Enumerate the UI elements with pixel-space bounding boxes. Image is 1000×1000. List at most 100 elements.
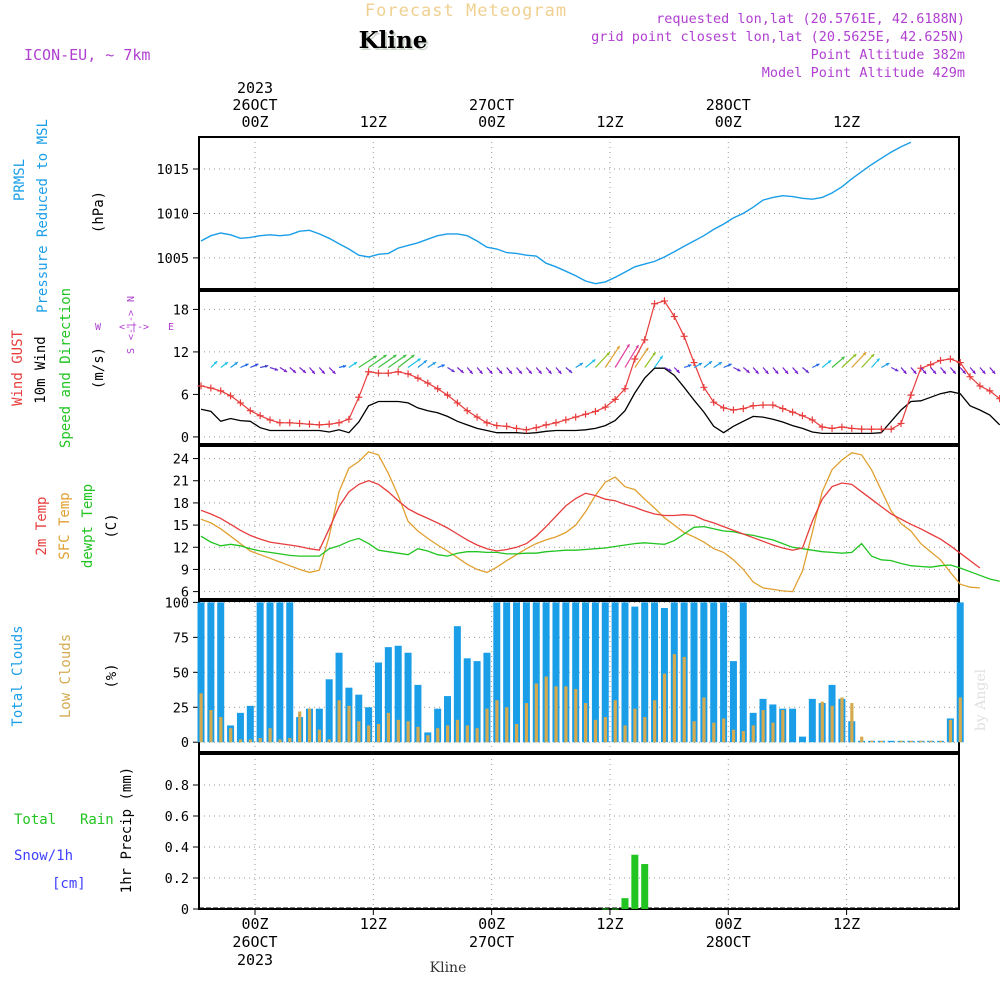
gust-marker bbox=[611, 395, 619, 403]
wind-arrow bbox=[683, 364, 692, 369]
wind-arrow-head bbox=[668, 368, 672, 372]
wind-arrow-head bbox=[432, 362, 436, 366]
gust-marker bbox=[236, 399, 244, 407]
wind-arrow-head bbox=[579, 363, 583, 367]
low-cloud-bar bbox=[199, 693, 203, 743]
time-label-bottom: 00Z bbox=[241, 915, 268, 933]
wind-dir-label: Speed and Direction bbox=[58, 288, 74, 448]
wind-compass: N S <-|-> W <-|-> E bbox=[95, 296, 174, 354]
gust-marker bbox=[522, 426, 530, 434]
total-cloud-bar bbox=[286, 602, 294, 743]
total-cloud-bar bbox=[562, 602, 570, 743]
wind-arrow bbox=[969, 367, 976, 375]
wind-arrow-head bbox=[383, 354, 387, 359]
low-cloud-bar bbox=[850, 703, 854, 743]
sfc-label: SFC Temp bbox=[57, 492, 73, 559]
wind-arrow-head bbox=[718, 362, 722, 366]
y-tick-label: 18 bbox=[173, 302, 189, 318]
wind-arrow-head bbox=[635, 345, 639, 349]
time-label-bottom: 12Z bbox=[360, 915, 387, 933]
wind-arrow-head bbox=[698, 363, 703, 366]
low-cloud-bar bbox=[544, 676, 548, 743]
panel-0: 1005 1010 1015 bbox=[156, 136, 960, 290]
low-cloud-bar bbox=[662, 673, 667, 743]
gust-marker bbox=[286, 419, 294, 427]
y-tick-label: 6 bbox=[181, 387, 189, 403]
time-label-top: 12Z bbox=[360, 113, 387, 131]
wind-arrow-head bbox=[775, 370, 779, 374]
low-cloud-bar bbox=[219, 717, 223, 743]
y-tick-label: 12 bbox=[173, 540, 189, 556]
total-cloud-bar bbox=[207, 602, 215, 743]
wind-arrow-head bbox=[626, 344, 630, 348]
gust-marker bbox=[907, 391, 915, 399]
wind-arrow-head bbox=[402, 354, 407, 359]
low-cloud-bar bbox=[741, 731, 745, 743]
wind-arrow-head bbox=[213, 361, 218, 365]
compass-we-arrows: <-|-> bbox=[119, 322, 149, 333]
y-tick-label: 21 bbox=[173, 474, 189, 490]
rain-bar bbox=[621, 898, 629, 909]
wind-arrow-head bbox=[489, 370, 493, 374]
dewpt-label: dewpt Temp bbox=[80, 484, 96, 568]
total-cloud-bar bbox=[335, 652, 343, 743]
rain-bar bbox=[611, 908, 619, 910]
panel-frame bbox=[198, 445, 960, 600]
wind-arrow-shaft bbox=[841, 353, 857, 368]
gust-line bbox=[200, 300, 1000, 431]
wind-arrow bbox=[496, 367, 503, 375]
y-tick-label: 25 bbox=[173, 700, 189, 716]
gust-marker bbox=[690, 359, 698, 367]
dewpt-line bbox=[200, 525, 1000, 582]
low-cloud-bar bbox=[702, 697, 706, 743]
wind-arrow bbox=[693, 362, 703, 369]
wind-arrow-shaft bbox=[604, 345, 621, 368]
wind-arrow-head bbox=[460, 369, 464, 373]
wind-arrow bbox=[299, 367, 307, 374]
gust-marker bbox=[680, 332, 688, 340]
y-tick-label: 12 bbox=[173, 345, 189, 361]
total-cloud-bar bbox=[631, 606, 639, 743]
low-cloud-bar bbox=[722, 718, 726, 743]
gust-marker bbox=[345, 415, 353, 423]
low-cloud-bar bbox=[278, 739, 282, 743]
wind-arrow-head bbox=[224, 362, 228, 366]
wind-arrow bbox=[378, 354, 397, 368]
total-cloud-bar bbox=[621, 602, 629, 743]
wind-arrow-head bbox=[913, 370, 917, 374]
gust-marker bbox=[749, 402, 757, 410]
wind-arrow bbox=[949, 367, 957, 375]
gust-marker bbox=[976, 382, 984, 390]
chart-panels: 1005 1010 1015 0 6 12 18 6 9 12 15 18 21 24 0 25 50 75 100… bbox=[156, 79, 1000, 969]
time-label-bottom: 26OCT bbox=[232, 933, 277, 951]
total-cloud-bar bbox=[197, 602, 205, 743]
wind-arrow bbox=[220, 361, 229, 368]
wind-arrow-shaft bbox=[624, 344, 639, 368]
wind-arrow-head bbox=[952, 370, 956, 374]
wind-arrow-head bbox=[451, 368, 455, 372]
wind-arrow-head bbox=[302, 369, 306, 373]
total-cloud-bar bbox=[384, 647, 392, 743]
wind-arrow bbox=[989, 367, 996, 375]
gust-marker bbox=[562, 416, 570, 424]
gust-marker bbox=[542, 421, 550, 429]
wind-arrow bbox=[871, 358, 881, 368]
wind-arrow bbox=[309, 367, 316, 375]
compass-e: E bbox=[168, 322, 174, 333]
wind-arrow-head bbox=[606, 352, 610, 356]
gust-marker bbox=[769, 401, 777, 409]
wind-arrow bbox=[851, 351, 867, 368]
total-cloud-bar bbox=[236, 712, 244, 743]
wind-arrow-head bbox=[311, 370, 315, 374]
gust-marker bbox=[789, 408, 797, 416]
total-cloud-bar bbox=[532, 602, 540, 743]
y-tick-label: 0.4 bbox=[165, 840, 189, 856]
gust-marker bbox=[838, 423, 846, 431]
low-cloud-bar bbox=[939, 740, 943, 743]
low-cloud-bar bbox=[860, 736, 864, 743]
total-cloud-bar bbox=[729, 661, 737, 743]
gust-marker bbox=[867, 425, 875, 433]
gust-marker bbox=[365, 368, 373, 376]
total-cloud-bar bbox=[611, 602, 619, 743]
